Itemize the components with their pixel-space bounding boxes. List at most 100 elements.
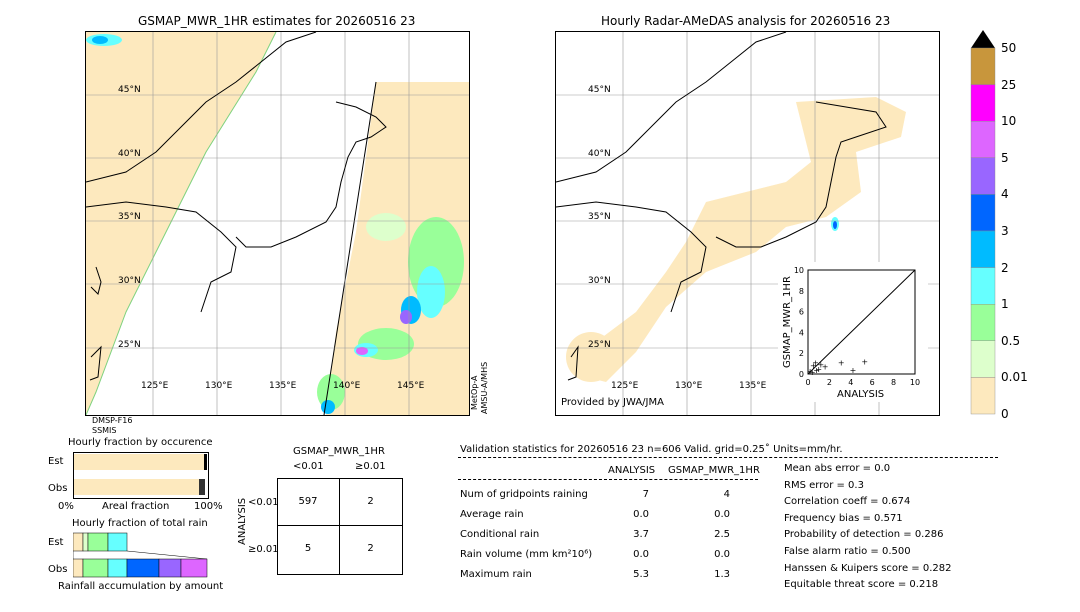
val-row-analysis: 3.7 <box>633 529 649 540</box>
sensor-left-2: SSMIS <box>92 426 117 435</box>
radar-coverage <box>586 97 906 382</box>
scatter-ytick: 2 <box>799 349 804 358</box>
cont-col-ge: ≥0.01 <box>355 461 386 472</box>
colorbar-band <box>970 47 996 85</box>
scatter-point: + <box>850 366 857 375</box>
rain-blob <box>400 310 412 324</box>
colorbar-band <box>970 120 996 158</box>
scatter-point: + <box>812 359 819 368</box>
val-divider <box>458 457 998 458</box>
colorbar <box>970 30 996 415</box>
val-col-divider <box>458 479 758 480</box>
colorbar-band <box>970 377 996 415</box>
colorbar-label: 0.01 <box>1001 370 1028 385</box>
scatter-ytick: 0 <box>799 370 804 379</box>
occ-title: Hourly fraction by occurence <box>68 437 213 448</box>
val-row-label: Average rain <box>460 509 524 520</box>
val-row-label: Rain volume (mm km²10⁶) <box>460 549 593 560</box>
colorbar-arrow <box>971 30 995 48</box>
val-score: False alarm ratio = 0.500 <box>784 546 911 557</box>
cont-cell-00: 597 <box>298 496 318 507</box>
val-row-gsmap: 0.0 <box>714 509 730 520</box>
colorbar-label: 4 <box>1001 187 1009 202</box>
total-title: Hourly fraction of total rain <box>72 518 208 529</box>
val-row-analysis: 0.0 <box>633 549 649 560</box>
colorbar-label: 3 <box>1001 224 1009 238</box>
left-map-canvas <box>86 32 469 415</box>
val-score: Equitable threat score = 0.218 <box>784 579 939 591</box>
colorbar-label: 2 <box>1001 260 1009 275</box>
right-lat-40: 40°N <box>588 149 611 159</box>
scatter-xtick: 10 <box>910 378 920 387</box>
val-row-gsmap: 2.5 <box>714 529 730 540</box>
scatter-xtick: 8 <box>891 378 896 387</box>
scatter-point: + <box>810 362 817 371</box>
left-swath-east <box>326 82 469 415</box>
val-score: Hanssen & Kuipers score = 0.282 <box>784 562 952 574</box>
scatter-ytick: 8 <box>799 287 804 296</box>
radar-credit: Provided by JWA/JMA <box>561 397 664 408</box>
cont-cell-10: 5 <box>304 543 312 554</box>
val-col-analysis: ANALYSIS <box>608 465 656 476</box>
radar-coverage <box>566 332 616 382</box>
colorbar-label: 25 <box>1001 77 1017 92</box>
scatter-point: + <box>822 363 829 372</box>
colorbar-band <box>970 157 996 195</box>
val-row-analysis: 5.3 <box>633 569 649 580</box>
rain-blob <box>321 400 335 414</box>
sensor-right-2: AMSU-A/MHS <box>480 361 489 414</box>
sensor-right-1: MetOp-A <box>470 375 479 410</box>
scatter-ytick: 10 <box>794 266 804 275</box>
val-row-gsmap: 4 <box>723 489 730 500</box>
val-col-gsmap: GSMAP_MWR_1HR <box>668 465 760 476</box>
left-lat-25: 25°N <box>118 340 141 350</box>
left-map-title: GSMAP_MWR_1HR estimates for 20260516 23 <box>138 14 416 28</box>
val-row-label: Num of gridpoints raining <box>460 489 588 500</box>
val-score: Probability of detection = 0.286 <box>784 529 944 541</box>
total-footer: Rainfall accumulation by amount <box>58 581 224 592</box>
scatter-point: + <box>809 368 816 377</box>
left-lon-135: 135°E <box>269 381 297 391</box>
cont-cell-01: 2 <box>367 496 374 507</box>
colorbar-label: 10 <box>1001 114 1017 129</box>
right-lat-35: 35°N <box>588 212 611 222</box>
colorbar-band <box>970 340 996 378</box>
cont-cell-11: 2 <box>367 543 374 554</box>
scatter-xtick: 2 <box>827 378 832 387</box>
val-row-analysis: 7 <box>642 489 649 500</box>
cont-row-ge: ≥0.01 <box>248 544 279 555</box>
scatter-point: + <box>813 366 820 375</box>
val-score: Frequency bias = 0.571 <box>784 512 903 524</box>
right-lon-125: 125°E <box>611 381 639 391</box>
right-map <box>555 31 940 416</box>
rain-blob <box>356 347 368 355</box>
swath-edge-west <box>86 32 277 415</box>
radar-rain <box>833 221 837 229</box>
scatter-ytick: 4 <box>799 328 804 337</box>
left-lat-45: 45°N <box>118 85 141 95</box>
total-row-obs: Obs <box>48 564 68 575</box>
rain-blob <box>317 374 345 410</box>
left-lat-30: 30°N <box>118 276 141 286</box>
cont-title: GSMAP_MWR_1HR <box>293 446 385 457</box>
val-row-gsmap: 1.3 <box>714 569 730 580</box>
occ-bar-obs <box>74 479 205 495</box>
rain-blob <box>366 213 406 241</box>
cont-grid <box>277 478 403 575</box>
left-lon-140: 140°E <box>333 381 361 391</box>
cont-col-lt: <0.01 <box>293 461 324 472</box>
occ-bar-est <box>74 454 207 470</box>
colorbar-band <box>970 267 996 305</box>
val-score: RMS error = 0.3 <box>784 479 864 491</box>
val-row-gsmap: 0.0 <box>714 549 730 560</box>
val-score: Correlation coeff = 0.674 <box>784 496 911 508</box>
scatter-diagonal <box>807 269 916 375</box>
right-lon-130: 130°E <box>675 381 703 391</box>
occ-row-obs: Obs <box>48 483 68 494</box>
scatter-xtick: 4 <box>848 378 853 387</box>
left-lon-125: 125°E <box>141 381 169 391</box>
cont-row-lt: <0.01 <box>248 497 279 508</box>
val-header: Validation statistics for 20260516 23 n=… <box>460 444 843 455</box>
scatter-point: + <box>807 367 814 376</box>
